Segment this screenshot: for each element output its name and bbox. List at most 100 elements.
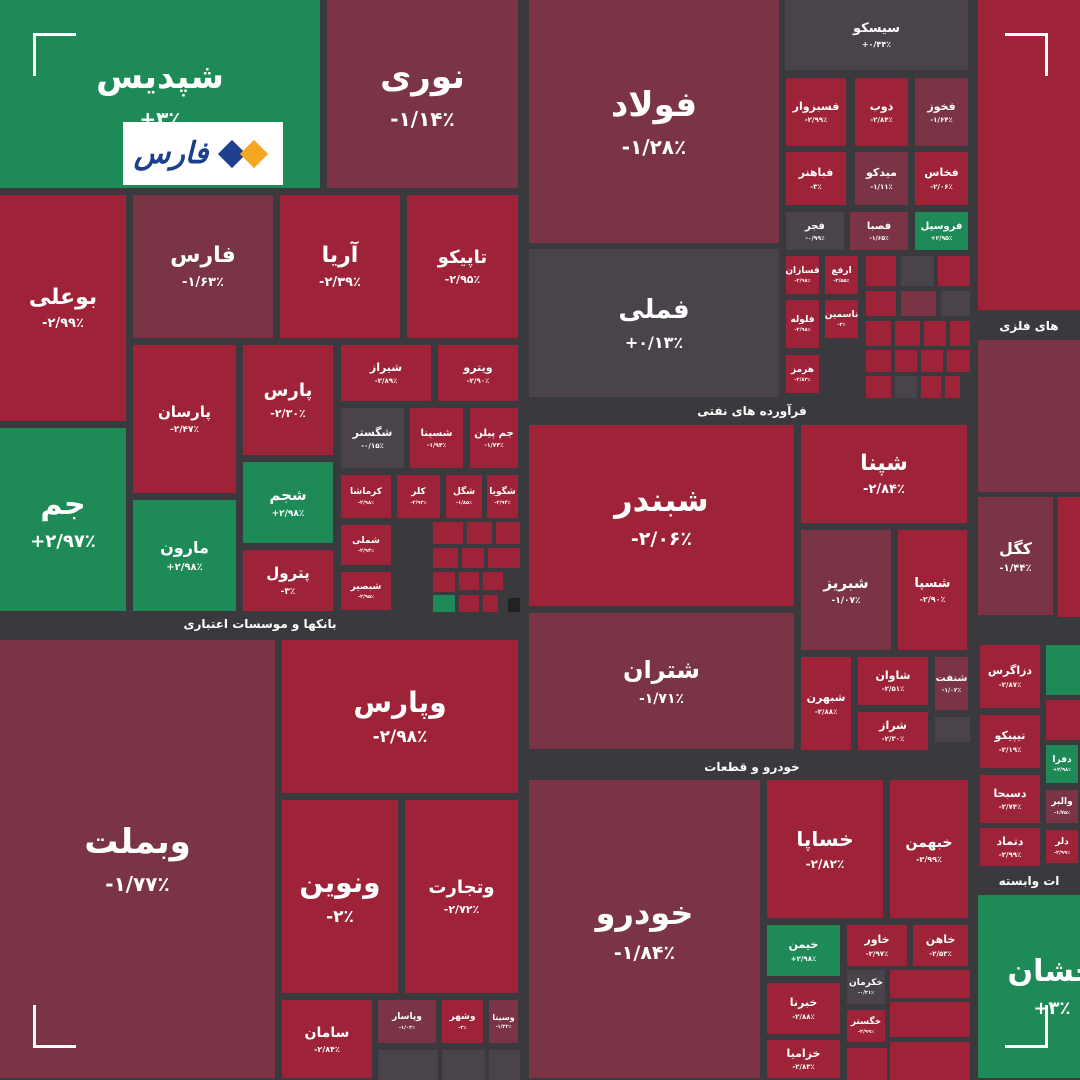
tile-name: خکرمان (849, 977, 883, 988)
blank-tile (508, 598, 520, 612)
section-label: فرآورده های نفتی (529, 400, 975, 422)
tile: ویترو -۲/۹۰٪ (438, 345, 518, 401)
tile: پترول -۳٪ (243, 550, 333, 611)
tile-name: نوری (380, 57, 465, 97)
tile-name: خبرنا (789, 996, 818, 1010)
corner-mark (1005, 1005, 1048, 1048)
tile: دلر -۲/۹۹٪ (1046, 830, 1078, 863)
tile-name: خاهن (925, 933, 956, 947)
tile: کرماشا -۲/۹۸٪ (341, 475, 391, 518)
tile-name: دتماد (996, 834, 1024, 848)
tile-name: خشان (1007, 954, 1080, 989)
tile-change: -۱/۲۲٪ (495, 1024, 512, 1031)
tile: شپنا -۲/۸۴٪ (801, 425, 967, 523)
tile: دتماد -۲/۹۹٪ (980, 828, 1040, 866)
tile-name: خزامیا (786, 1046, 821, 1060)
blank-tile (945, 376, 960, 398)
tile-change: -۳٪ (280, 586, 296, 597)
tile-name: شجم (269, 486, 307, 505)
tile: وپاسار -۱/۰۳٪ (378, 1000, 436, 1043)
tile: بوعلی -۲/۹۹٪ (0, 195, 126, 421)
tile-name: دسبحا (993, 786, 1027, 800)
tile-name: شبصیر (350, 581, 382, 592)
tile-name: وشهر (449, 1012, 476, 1023)
tile-name: فسبزوار (792, 99, 840, 113)
tile-name: ذوب (869, 99, 894, 113)
tile: وسینا -۱/۲۲٪ (489, 1000, 518, 1043)
tile-change: -۱/۰۳٪ (398, 1024, 416, 1031)
tile: شملی -۲/۹۴٪ (341, 525, 391, 565)
blank-tile (962, 386, 972, 398)
blank-tile (467, 522, 492, 544)
blank-tile (866, 291, 896, 316)
tile-change: -۲/۸۴٪ (314, 1044, 340, 1054)
tile-change: -۲/۵۳٪ (929, 949, 952, 958)
tile-name: شسینا (420, 427, 453, 439)
tile-change: -۱/۱۴٪ (390, 107, 455, 131)
tile-change: -۲/۹۵٪ (444, 273, 481, 287)
section-label: های فلزی (978, 315, 1080, 337)
blank-tile (890, 1042, 970, 1080)
tile: فباهنر -۳٪ (786, 152, 846, 205)
tile-change: -۰/۹۹٪ (805, 234, 825, 242)
tile-change: -۲/۹۹٪ (1053, 849, 1071, 856)
blank-tile (866, 321, 891, 346)
tile-change: -۱/۶۴٪ (930, 116, 953, 125)
tile-change: -۲/۷۴٪ (998, 803, 1022, 812)
tile: شگل -۱/۸۵٪ (446, 475, 482, 518)
tile-change: -۲٪ (326, 907, 354, 928)
tile-change: +۰/۴۴٪ (861, 40, 892, 49)
tile: ارفع -۲/۵۵٪ (825, 256, 858, 294)
tile-name: شسپا (914, 576, 951, 591)
tile: وبملت -۱/۷۷٪ (0, 640, 275, 1078)
tile-name: مارون (160, 538, 209, 557)
blank-tile (1058, 497, 1080, 617)
tile-name: کلر (411, 487, 426, 498)
tile: جم +۲/۹۷٪ (0, 428, 126, 611)
tile-name: شپدیس (96, 57, 224, 97)
tile-change: -۲/۸۳٪ (794, 377, 811, 384)
tile-change: -۲/۹۰٪ (466, 377, 490, 386)
blank-tile (483, 572, 503, 590)
tile: دزاگرس -۲/۸۷٪ (980, 645, 1040, 708)
tile-name: آریا (321, 243, 359, 269)
tile-change: -۲/۰۶٪ (630, 528, 693, 551)
tile-change: -۲/۹۵٪ (357, 594, 375, 601)
tile-change: -۲/۰۶٪ (930, 182, 953, 191)
tile: خیمن +۲/۹۸٪ (767, 925, 840, 976)
tile: هرمز -۲/۸۳٪ (786, 355, 819, 393)
logo-icon (218, 139, 269, 168)
tile-change: -۲/۵۵٪ (833, 278, 850, 285)
blank-tile (483, 595, 498, 612)
tile-change: -۲/۸۷٪ (998, 680, 1022, 689)
blank-tile (459, 572, 479, 590)
tile-name: وپارس (353, 685, 447, 719)
blank-tile (890, 970, 970, 998)
tile-change: -۱/۱۱٪ (870, 182, 893, 191)
tile: خاور -۲/۹۷٪ (847, 925, 907, 966)
tile-name: شیراز (369, 360, 403, 374)
tile-change: -۱/۶۳٪ (182, 274, 224, 290)
tile-name: فباهنر (798, 166, 834, 180)
tile-change: -۱/۲۸٪ (621, 134, 687, 159)
tile-name: کرماشا (349, 487, 382, 498)
tile: خگستر -۲/۹۹٪ (847, 1010, 885, 1042)
tile: شسینا -۱/۹۴٪ (410, 408, 463, 468)
tile-change: +۲/۹۵٪ (930, 234, 953, 242)
tile-change: +۲/۹۸٪ (166, 562, 203, 573)
tile: فسازان -۲/۹۸٪ (786, 256, 819, 294)
tile: فخوز -۱/۶۴٪ (915, 78, 968, 146)
tile-name: شگویا (489, 487, 516, 498)
tile-change: -۲/۸۸٪ (814, 707, 838, 716)
blank-tile (901, 256, 934, 286)
tile-change: -۲/۷۲٪ (443, 903, 480, 917)
blank-tile (433, 572, 455, 592)
tile-change: -۱/۰۲٪ (941, 687, 962, 694)
tile-change: -۱/۷۵٪ (1053, 809, 1071, 816)
tile-name: وبملت (84, 822, 191, 862)
tile-change: -۱/۸۵٪ (455, 499, 473, 506)
tile: خشان +۳٪ (978, 895, 1080, 1078)
tile: دسبحا -۲/۷۴٪ (980, 775, 1040, 823)
tile-change: -۲/۵۱٪ (881, 685, 905, 694)
tile-change: +۲/۹۷٪ (30, 531, 96, 552)
